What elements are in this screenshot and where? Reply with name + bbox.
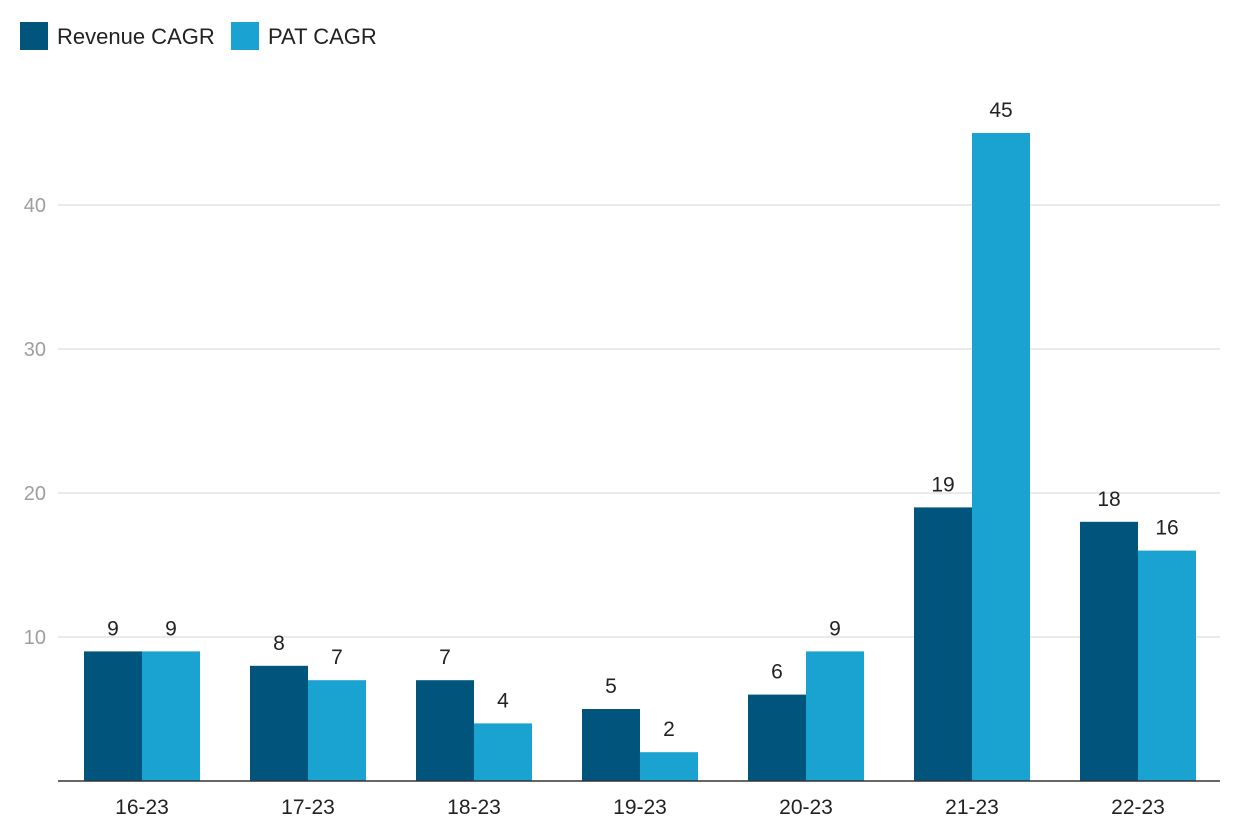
data-label: 7 bbox=[439, 646, 451, 669]
bar-pat-18-23 bbox=[474, 723, 532, 781]
bar-revenue-18-23 bbox=[416, 680, 474, 781]
legend-swatch-2 bbox=[231, 22, 259, 50]
data-label: 45 bbox=[989, 99, 1012, 122]
legend-swatch-1 bbox=[20, 22, 48, 50]
y-axis-ticks: 10 20 30 40 bbox=[24, 195, 46, 649]
data-label: 19 bbox=[931, 473, 954, 496]
legend-label-2: PAT CAGR bbox=[268, 24, 377, 49]
bar-revenue-17-23 bbox=[250, 665, 308, 781]
legend: Revenue CAGR PAT CAGR bbox=[20, 22, 377, 50]
bar-pat-22-23 bbox=[1138, 550, 1196, 781]
bar-pat-17-23 bbox=[308, 680, 366, 781]
x-tick-label: 18-23 bbox=[447, 796, 501, 819]
data-label: 9 bbox=[165, 617, 177, 640]
gridlines bbox=[58, 204, 1220, 638]
bar-pat-16-23 bbox=[142, 651, 200, 781]
data-label: 8 bbox=[273, 632, 285, 655]
y-tick-label: 20 bbox=[24, 483, 46, 505]
data-label: 5 bbox=[605, 675, 617, 698]
data-label: 2 bbox=[663, 718, 675, 741]
x-tick-label: 20-23 bbox=[779, 796, 833, 819]
data-label: 18 bbox=[1097, 488, 1120, 511]
bar-pat-21-23 bbox=[972, 133, 1030, 781]
data-label: 7 bbox=[331, 646, 343, 669]
data-label: 6 bbox=[771, 661, 783, 684]
bar-revenue-22-23 bbox=[1080, 521, 1138, 781]
x-tick-label: 17-23 bbox=[281, 796, 335, 819]
x-tick-label: 19-23 bbox=[613, 796, 667, 819]
bars bbox=[84, 133, 1196, 781]
bar-revenue-21-23 bbox=[914, 507, 972, 781]
data-label: 16 bbox=[1155, 517, 1178, 540]
x-tick-label: 22-23 bbox=[1111, 796, 1165, 819]
x-axis-ticks: 16-23 17-23 18-23 19-23 20-23 21-23 22-23 bbox=[115, 796, 1165, 819]
bar-revenue-19-23 bbox=[582, 709, 640, 781]
data-label: 9 bbox=[829, 617, 841, 640]
bar-revenue-16-23 bbox=[84, 651, 142, 781]
y-tick-label: 10 bbox=[24, 627, 46, 649]
data-label: 9 bbox=[107, 617, 119, 640]
x-tick-label: 21-23 bbox=[945, 796, 999, 819]
bar-revenue-20-23 bbox=[748, 694, 806, 781]
y-tick-label: 30 bbox=[24, 339, 46, 361]
bar-pat-20-23 bbox=[806, 651, 864, 781]
y-tick-label: 40 bbox=[24, 195, 46, 217]
legend-label-1: Revenue CAGR bbox=[57, 24, 215, 49]
x-tick-label: 16-23 bbox=[115, 796, 169, 819]
data-label: 4 bbox=[497, 689, 509, 712]
bar-pat-19-23 bbox=[640, 752, 698, 781]
